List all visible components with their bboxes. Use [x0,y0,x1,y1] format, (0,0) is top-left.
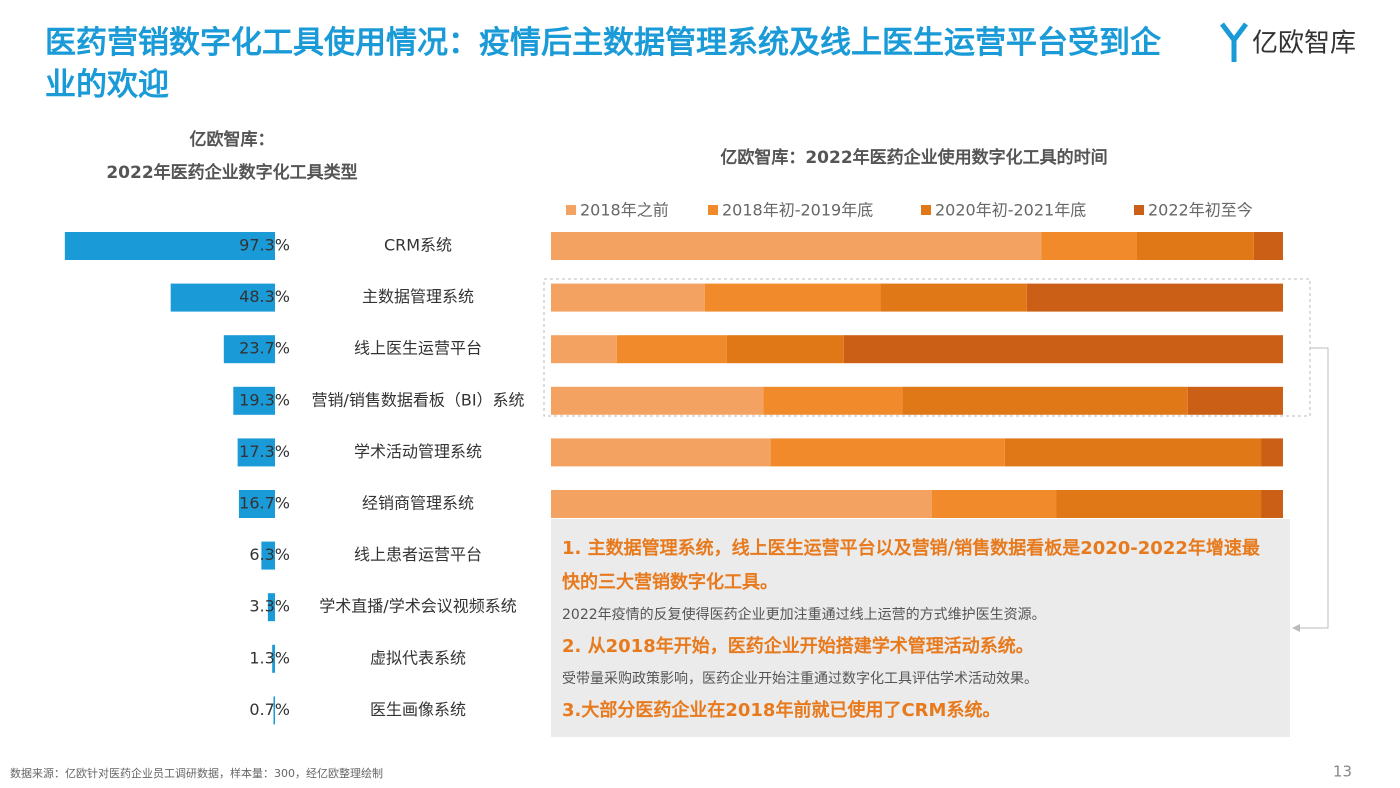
category-label: 主数据管理系统 [362,287,474,306]
bar-segment [616,335,727,364]
category-label: 营销/销售数据看板（BI）系统 [311,390,524,409]
notes: 1. 主数据管理系统，线上医生运营平台以及营销/销售数据看板是2020-2022… [562,532,1277,728]
bar [64,232,275,260]
bar-segment [880,283,1027,312]
bar-segment [551,232,1042,260]
chart-title: 2022年医药企业数字化工具类型 [106,162,357,183]
page-number: 13 [1333,763,1352,781]
bar [223,335,275,364]
logo-icon [1220,22,1248,62]
value-label: 17.3% [239,442,290,461]
legend-swatch [921,205,931,215]
bar-segment [1261,490,1283,518]
bar [273,696,275,725]
source: 数据来源：亿欧针对医药企业员工调研数据，样本量：300，经亿欧整理绘制 [10,766,383,780]
note-heading: 2. 从2018年开始，医药企业开始搭建学术管理活动系统。 [562,636,1034,657]
bar-segment [902,386,1188,415]
legend-label: 2022年初至今 [1148,201,1253,220]
arrow [1292,624,1300,632]
bar-segment [704,283,881,312]
bar-segment [551,490,932,518]
category-label: 虚拟代表系统 [370,648,466,667]
bar-segment [1187,386,1283,415]
legend-label: 2018年之前 [580,201,669,220]
bar-segment [1056,490,1262,518]
note-text: 2022年疫情的反复使得医药企业更加注重通过线上运营的方式维护医生资源。 [562,607,1046,623]
bar-segment [551,386,764,415]
bar [272,644,275,673]
bar [261,541,275,570]
logo: 亿欧智库 [1252,29,1356,59]
bar-segment [726,335,844,364]
slide-title: 医药营销数字化工具使用情况：疫情后主数据管理系统及线上医生运营平台受到企业的欢迎 [45,25,1161,103]
legend-swatch [566,205,576,215]
legend-label: 2020年初-2021年底 [935,201,1086,220]
value-label: 6.3% [249,545,290,564]
chart-title: 亿欧智库：2022年医药企业使用数字化工具的时间 [720,147,1107,168]
bar-segment [551,438,771,467]
bar-segment [1026,283,1283,312]
value-label: 1.3% [249,648,290,667]
note-heading: 3.大部分医药企业在2018年前就已使用了CRM系统。 [562,700,1001,721]
bar-segment [1136,232,1254,260]
bar-segment [1253,232,1283,260]
chart-title: 亿欧智库： [190,129,275,150]
bar-segment [931,490,1057,518]
category-label: 线上患者运营平台 [354,545,482,564]
bar-segment [551,283,705,312]
bar-segment [1041,232,1137,260]
bar-segment [763,386,903,415]
category-label: 经销商管理系统 [362,494,474,513]
category-label: 学术活动管理系统 [354,442,482,461]
bar [233,386,275,415]
category-label: 线上医生运营平台 [354,339,482,358]
category-label: 医生画像系统 [370,700,466,719]
legend-label: 2018年初-2019年底 [722,201,873,220]
value-label: 23.7% [239,339,290,358]
note-heading: 1. 主数据管理系统，线上医生运营平台以及营销/销售数据看板是2020-2022… [562,538,1260,593]
value-label: 0.7% [249,700,290,719]
note-text: 受带量采购政策影响，医药企业开始注重通过数字化工具评估学术活动效果。 [562,671,1038,687]
value-label: 16.7% [239,494,290,513]
bar-segment [551,335,617,364]
legend-swatch [708,205,718,215]
bar [267,593,275,622]
value-label: 19.3% [239,390,290,409]
bar [237,438,275,467]
value-label: 48.3% [239,287,290,306]
bar-segment [843,335,1283,364]
bar [170,283,275,312]
category-label: 学术直播/学术会议视频系统 [319,597,516,616]
connector [1294,347,1329,629]
legend-swatch [1134,205,1144,215]
bar [238,490,275,518]
value-label: 97.3% [239,236,290,255]
value-label: 3.3% [249,597,290,616]
bar-segment [1261,438,1283,467]
bar-segment [770,438,1005,467]
bar-segment [1004,438,1262,467]
note-box [551,519,1290,737]
category-label: CRM系统 [384,236,452,255]
